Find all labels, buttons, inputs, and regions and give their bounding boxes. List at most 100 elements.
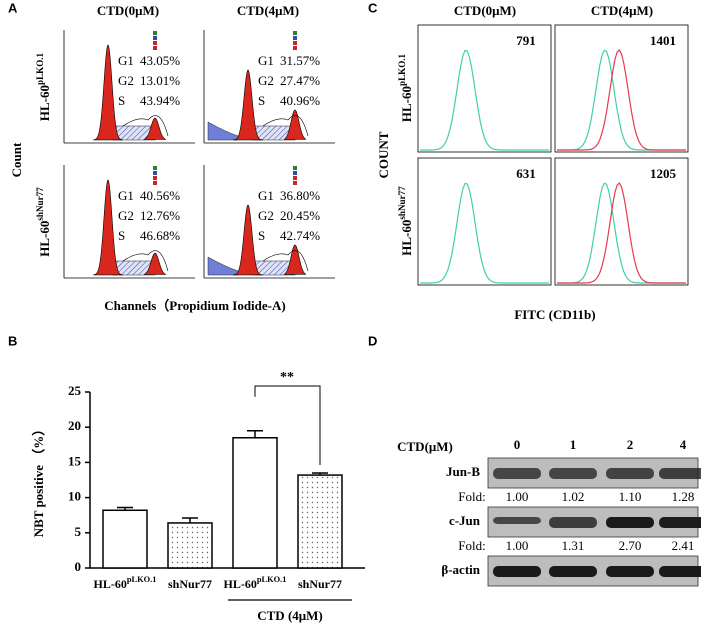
x-tick-label-main: shNur77: [298, 577, 342, 591]
x-tick-label-sup: pLKO.1: [127, 575, 157, 584]
x-axis-label: FITC (CD11b): [514, 307, 595, 322]
x-tick-label-main: HL-60: [224, 577, 257, 591]
g2-peak: [283, 109, 307, 140]
g2-peak: [143, 252, 167, 275]
x-tick-label-sup: pLKO.1: [257, 575, 287, 584]
phase-label: G1: [118, 188, 134, 203]
phase-label: S: [258, 93, 265, 108]
outline: [122, 115, 169, 137]
fold-value: 1.28: [672, 489, 695, 504]
legend-swatch: [153, 36, 157, 40]
significance: **: [280, 370, 294, 385]
legend-swatch: [293, 181, 297, 185]
panel-label: A: [8, 0, 18, 15]
fold-value: 2.70: [619, 538, 642, 553]
legend-swatch: [153, 176, 157, 180]
g2-peak: [143, 117, 167, 140]
fold-label: Fold:: [458, 489, 485, 504]
column-header: CTD(4μM): [591, 3, 653, 18]
dose: 2: [627, 437, 634, 452]
mfi-value: 791: [516, 33, 536, 48]
row-label-sup: shNur77: [35, 187, 45, 221]
outline: [262, 115, 309, 137]
legend-swatch: [293, 36, 297, 40]
band: [659, 517, 701, 528]
row-label-main: HL-60: [37, 85, 52, 121]
phase-value: 43.94%: [140, 93, 180, 108]
row-label: HL-60shNur77: [35, 187, 52, 257]
phase-value: 46.68%: [140, 228, 180, 243]
column-header: CTD(0μM): [97, 3, 159, 18]
row-label-sup: pLKO.1: [397, 53, 407, 86]
y-tick-label: 0: [75, 559, 82, 574]
row-label-sup: shNur77: [397, 186, 407, 220]
dose: 4: [680, 437, 687, 452]
y-axis-label: NBT positive （%）: [31, 423, 46, 538]
legend-swatch: [293, 171, 297, 175]
column-header: CTD(4μM): [237, 3, 299, 18]
fold-value: 1.00: [506, 489, 529, 504]
phase-label: G2: [258, 73, 274, 88]
error-bar: [312, 472, 328, 476]
panel-label: C: [368, 0, 378, 15]
sub-g1-area: [207, 121, 239, 141]
phase-label: G2: [118, 73, 134, 88]
protein-name: c-Jun: [449, 513, 481, 528]
row-label-main: HL-60: [37, 221, 52, 257]
row-label: HL-60shNur77: [397, 186, 414, 256]
x-tick-label: HL-60pLKO.1: [94, 575, 157, 590]
error-bar: [247, 429, 263, 438]
phase-label: G1: [258, 53, 274, 68]
treated-histogram: [557, 49, 686, 151]
phase-label: S: [118, 93, 125, 108]
bar: [102, 509, 148, 569]
y-tick-label: 25: [68, 383, 82, 398]
x-tick-label-main: shNur77: [168, 577, 212, 591]
g1-peak: [93, 44, 123, 141]
treated-histogram: [557, 182, 686, 284]
phase-value: 13.01%: [140, 73, 180, 88]
band: [493, 566, 541, 577]
panel-label: D: [368, 333, 377, 348]
legend-swatch: [293, 46, 297, 50]
sub-g1-area: [207, 256, 239, 276]
phase-value: 42.74%: [280, 228, 320, 243]
phase-label: S: [118, 228, 125, 243]
phase-value: 12.76%: [140, 208, 180, 223]
phase-value: 27.47%: [280, 73, 320, 88]
row-label: HL-60pLKO.1: [397, 53, 414, 122]
row-label: HL-60pLKO.1: [35, 52, 52, 121]
control-histogram: [420, 182, 549, 284]
g2-peak: [283, 244, 307, 275]
band: [549, 468, 597, 479]
g1-peak: [233, 204, 263, 276]
band: [659, 566, 701, 577]
mfi-value: 1401: [650, 33, 676, 48]
outline: [122, 250, 169, 272]
legend-swatch: [153, 31, 157, 35]
protein-name: Jun-B: [446, 464, 480, 479]
phase-value: 31.57%: [280, 53, 320, 68]
legend-swatch: [293, 41, 297, 45]
outline: [262, 250, 309, 272]
y-tick-label: 10: [68, 489, 81, 504]
fold-value: 1.00: [506, 538, 529, 553]
bar: [167, 522, 213, 569]
phase-value: 36.80%: [280, 188, 320, 203]
fold-label: Fold:: [458, 538, 485, 553]
dose: 0: [514, 437, 521, 452]
significance-bracket: [254, 385, 321, 465]
fold-value: 1.10: [619, 489, 642, 504]
x-axis-label: Channels（Propidium Iodide-A): [104, 298, 285, 313]
band: [659, 468, 701, 479]
legend-swatch: [293, 31, 297, 35]
y-axis-label: COUNT: [376, 131, 391, 178]
phase-value: 40.96%: [280, 93, 320, 108]
x-tick-label: shNur77: [168, 577, 212, 591]
row-label-main: HL-60: [399, 86, 414, 122]
fold-value: 1.31: [562, 538, 585, 553]
legend-swatch: [293, 166, 297, 170]
legend-swatch: [153, 181, 157, 185]
x-tick-label-main: HL-60: [94, 577, 127, 591]
phase-label: G2: [118, 208, 134, 223]
